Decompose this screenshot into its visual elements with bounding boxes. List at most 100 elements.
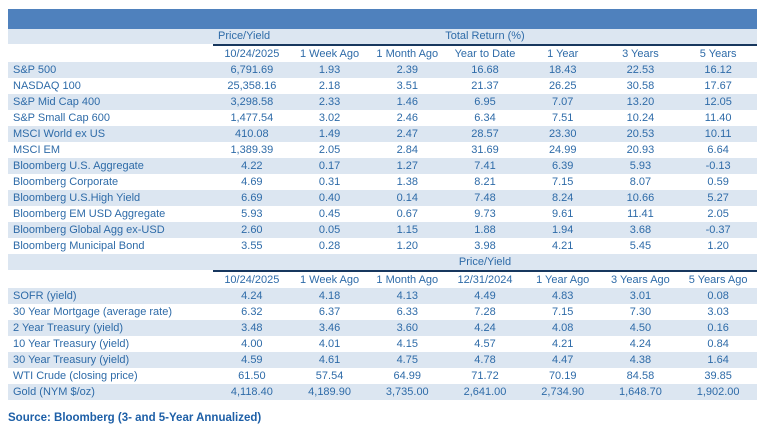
row-label: 10 Year Treasury (yield): [13, 338, 130, 350]
cell-value: 7.30: [629, 306, 652, 318]
cell-value: 4,118.40: [230, 386, 273, 398]
row-label: Gold (NYM $/oz): [13, 386, 95, 398]
cell-value: 4.75: [396, 354, 418, 366]
cell-value: 8.07: [629, 176, 652, 188]
cell-value: 4.57: [474, 338, 496, 350]
row-label: Bloomberg Corporate: [13, 176, 119, 188]
cell-value: 1.93: [318, 64, 341, 76]
column-header: 10/24/2025: [224, 274, 280, 286]
cell-value: 39.85: [704, 370, 732, 382]
row-label: MSCI EM: [13, 144, 61, 156]
row-label: S&P 500: [13, 64, 57, 76]
cell-value: 1.20: [396, 240, 418, 252]
row-label: 30 Year Mortgage (average rate): [13, 306, 172, 318]
cell-value: 0.17: [318, 160, 341, 172]
cell-value: 3.46: [318, 322, 341, 334]
cell-value: 28.57: [471, 128, 499, 140]
table-row: NASDAQ 100 25,358.16 2.18 3.51 21.37 26.25 30.…: [8, 78, 757, 94]
cell-value: 17.67: [704, 80, 732, 92]
section1-header-divider: [213, 44, 757, 46]
cell-value: 3.55: [241, 240, 263, 252]
cell-value: -0.37: [705, 224, 731, 236]
cell-value: 5.93: [241, 208, 263, 220]
cell-value: 20.53: [626, 128, 655, 140]
cell-value: 7.41: [474, 160, 496, 172]
cell-value: 4.21: [551, 240, 574, 252]
cell-value: 61.50: [238, 370, 266, 382]
cell-value: 4.24: [629, 338, 652, 350]
cell-value: 7.15: [551, 176, 574, 188]
cell-value: 0.84: [707, 338, 729, 350]
cell-value: 9.61: [551, 208, 574, 220]
cell-value: 84.58: [626, 370, 655, 382]
section2-group-header-row: Price/Yield: [8, 254, 757, 270]
cell-value: 4.22: [241, 160, 263, 172]
cell-value: 4.69: [241, 176, 263, 188]
cell-value: 0.67: [396, 208, 418, 220]
cell-value: 4.15: [396, 338, 418, 350]
cell-value: 4.01: [318, 338, 341, 350]
cell-value: 0.14: [396, 192, 418, 204]
cell-value: 64.99: [393, 370, 422, 382]
cell-value: 4.38: [629, 354, 652, 366]
table-row: S&P Mid Cap 400 3,298.58 2.33 1.46 6.95 7.07 1…: [8, 94, 757, 110]
row-label: Bloomberg Global Agg ex-USD: [13, 224, 165, 236]
cell-value: 4.78: [474, 354, 496, 366]
row-label: 30 Year Treasury (yield): [13, 354, 130, 366]
table-row: 10 Year Treasury (yield) 4.00 4.01 4.15 4.57…: [8, 336, 757, 352]
cell-value: 6.69: [241, 192, 263, 204]
cell-value: 2.39: [396, 64, 418, 76]
cell-value: 8.21: [474, 176, 496, 188]
cell-value: 1.94: [551, 224, 574, 236]
cell-value: 1,902.00: [696, 386, 740, 398]
cell-value: 8.24: [551, 192, 574, 204]
cell-value: 16.12: [704, 64, 732, 76]
section1-column-header-row: 10/24/2025 1 Week Ago 1 Month Ago Year to D…: [8, 46, 757, 62]
cell-value: 70.19: [548, 370, 577, 382]
cell-value: 4.50: [629, 322, 652, 334]
cell-value: 11.41: [627, 208, 654, 220]
table-row: Bloomberg U.S. Aggregate 4.22 0.17 1.27 7.41…: [8, 158, 757, 174]
cell-value: 30.58: [626, 80, 655, 92]
cell-value: 2,734.90: [541, 386, 585, 398]
cell-value: 3.48: [241, 322, 263, 334]
cell-value: 22.53: [626, 64, 655, 76]
cell-value: 24.99: [548, 144, 577, 156]
cell-value: 2.05: [707, 208, 729, 220]
row-label: SOFR (yield): [13, 290, 77, 302]
cell-value: 5.93: [629, 160, 652, 172]
cell-value: 0.28: [318, 240, 341, 252]
cell-value: 4,189.90: [308, 386, 351, 398]
cell-value: 4.47: [551, 354, 574, 366]
cell-value: 2.18: [318, 80, 341, 92]
table-row: SOFR (yield) 4.24 4.18 4.13 4.49 4.83 3.01 0.08: [8, 288, 757, 304]
cell-value: 1.88: [474, 224, 496, 236]
table-row: S&P 500 6,791.69 1.93 2.39 16.68 18.43 22.53 16…: [8, 62, 757, 78]
table-row: Bloomberg Municipal Bond 3.55 0.28 1.20 3.98…: [8, 238, 757, 254]
cell-value: 6.39: [551, 160, 574, 172]
cell-value: 7.15: [551, 306, 574, 318]
section2-rows: SOFR (yield) 4.24 4.18 4.13 4.49 4.83 3.01 0.08…: [8, 288, 757, 400]
column-header: 10/24/2025: [224, 48, 280, 60]
cell-value: 4.00: [241, 338, 263, 350]
cell-value: 16.68: [471, 64, 499, 76]
cell-value: 6.33: [396, 306, 418, 318]
cell-value: 1.46: [396, 96, 418, 108]
cell-value: 4.59: [241, 354, 263, 366]
cell-value: 3.01: [629, 290, 652, 302]
cell-value: 410.08: [235, 128, 269, 140]
table-row: Bloomberg Corporate 4.69 0.31 1.38 8.21 7.15 8…: [8, 174, 757, 190]
table-row: 30 Year Mortgage (average rate) 6.32 6.37 6…: [8, 304, 757, 320]
cell-value: 7.07: [551, 96, 574, 108]
cell-value: 7.48: [474, 192, 496, 204]
row-label: Bloomberg Municipal Bond: [13, 240, 145, 252]
row-label: Bloomberg EM USD Aggregate: [13, 208, 166, 220]
cell-value: 3.02: [318, 112, 341, 124]
cell-value: 71.72: [471, 370, 499, 382]
table-row: Gold (NYM $/oz) 4,118.40 4,189.90 3,735.00 2…: [8, 384, 757, 400]
cell-value: 3.98: [474, 240, 496, 252]
cell-value: 1.15: [396, 224, 418, 236]
cell-value: 4.61: [318, 354, 341, 366]
source-note: Source: Bloomberg (3- and 5-Year Annuali…: [8, 412, 262, 424]
cell-value: 9.73: [474, 208, 496, 220]
